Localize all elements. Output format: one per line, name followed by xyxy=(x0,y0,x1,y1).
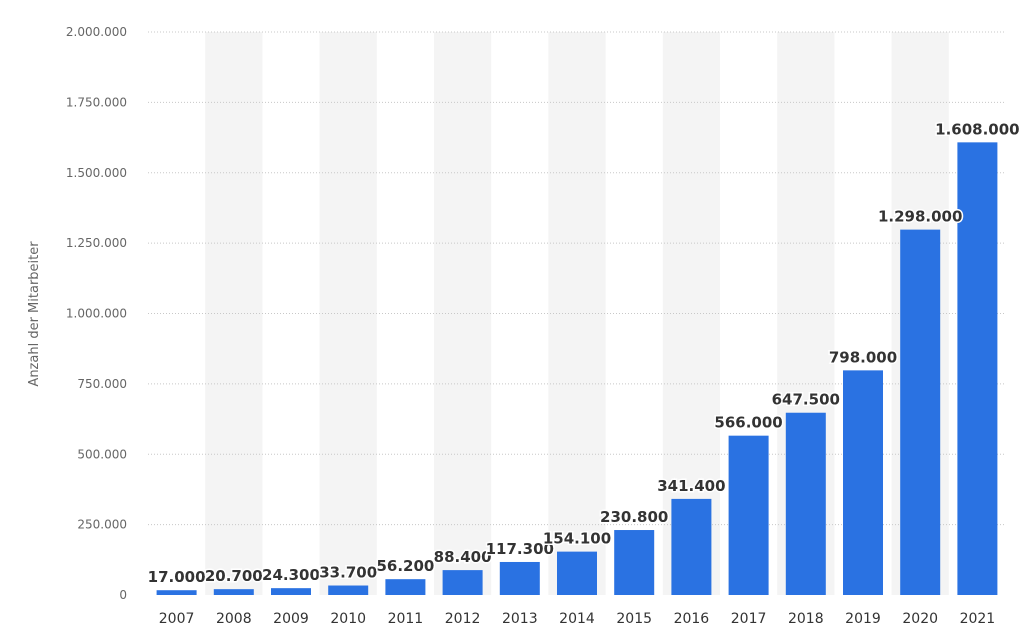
data-label: 566.000 xyxy=(714,414,782,432)
x-tick-label: 2015 xyxy=(616,611,652,627)
data-label: 154.100 xyxy=(543,530,611,548)
bar[interactable] xyxy=(957,142,998,595)
x-tick-label: 2012 xyxy=(445,611,481,627)
y-tick-label: 1.000.000 xyxy=(66,307,127,321)
data-label: 1.298.000 xyxy=(878,208,962,226)
y-axis-title: Anzahl der Mitarbeiter xyxy=(27,241,42,387)
x-tick-label: 2019 xyxy=(845,611,881,627)
data-label: 20.700 xyxy=(205,567,263,585)
x-tick-label: 2008 xyxy=(216,611,252,627)
data-label: 647.500 xyxy=(772,391,840,409)
y-tick-label: 0 xyxy=(119,588,127,602)
data-label: 24.300 xyxy=(262,566,320,584)
bar[interactable] xyxy=(557,551,597,595)
bar[interactable] xyxy=(271,588,311,595)
bar[interactable] xyxy=(728,435,769,595)
data-label: 17.000 xyxy=(148,568,206,586)
y-tick-label: 1.500.000 xyxy=(66,166,127,180)
x-tick-label: 2013 xyxy=(502,611,538,627)
x-tick-label: 2021 xyxy=(960,611,996,627)
bar[interactable] xyxy=(499,561,540,595)
y-tick-label: 500.000 xyxy=(77,447,127,461)
data-label: 1.608.000 xyxy=(935,120,1019,138)
x-tick-label: 2020 xyxy=(902,611,938,627)
y-tick-label: 750.000 xyxy=(77,377,127,391)
x-tick-label: 2018 xyxy=(788,611,824,627)
bar[interactable] xyxy=(900,229,941,595)
bar[interactable] xyxy=(385,579,426,595)
bar[interactable] xyxy=(328,585,369,595)
y-tick-label: 1.250.000 xyxy=(66,236,127,250)
bars xyxy=(156,142,998,595)
y-tick-label: 250.000 xyxy=(77,518,127,532)
x-axis-ticks: 2007 2008 2009 2010 2011 2012 2013 2014 2015 2016… xyxy=(159,611,995,627)
data-label: 56.200 xyxy=(376,557,434,575)
data-label: 798.000 xyxy=(829,348,897,366)
bar[interactable] xyxy=(213,589,254,595)
data-label: 33.700 xyxy=(319,564,377,582)
data-label: 341.400 xyxy=(657,477,725,495)
data-labels: 17.000 20.700 24.300 33.700 56.20088.400117.… xyxy=(146,119,1021,588)
x-tick-label: 2009 xyxy=(273,611,309,627)
x-tick-label: 2016 xyxy=(674,611,710,627)
x-tick-label: 2017 xyxy=(731,611,767,627)
x-tick-label: 2011 xyxy=(388,611,424,627)
x-tick-label: 2007 xyxy=(159,611,195,627)
data-label: 88.400 xyxy=(434,548,492,566)
x-tick-label: 2010 xyxy=(330,611,366,627)
bar[interactable] xyxy=(785,412,826,595)
y-tick-label: 1.750.000 xyxy=(66,95,127,109)
bar[interactable] xyxy=(614,530,655,595)
data-label: 230.800 xyxy=(600,508,668,526)
y-axis-ticks: 0 250.000 500.000 750.000 1.000.000 1.250.000… xyxy=(66,25,127,602)
x-tick-label: 2014 xyxy=(559,611,595,627)
y-tick-label: 2.000.000 xyxy=(66,25,127,39)
bar[interactable] xyxy=(156,590,197,595)
bar[interactable] xyxy=(442,570,483,595)
bar[interactable] xyxy=(843,370,883,595)
data-label: 117.300 xyxy=(486,540,554,558)
bar[interactable] xyxy=(671,498,712,595)
